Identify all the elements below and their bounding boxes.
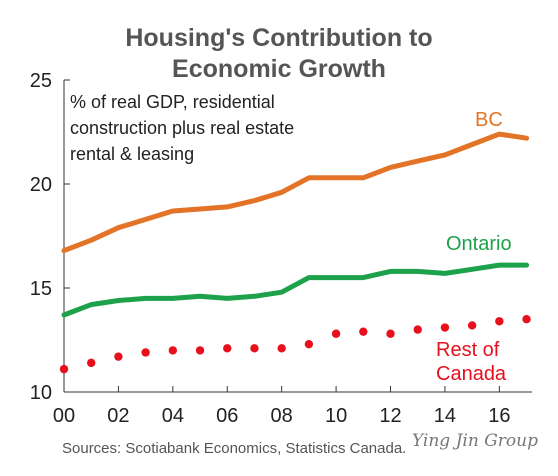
x-tick-label: 08	[271, 405, 293, 427]
series-label: BC	[475, 109, 503, 131]
data-point	[467, 321, 477, 330]
data-point	[495, 317, 504, 326]
x-tick-label: 04	[162, 405, 184, 427]
y-tick-label: 25	[30, 70, 52, 92]
x-tick-label: 06	[216, 405, 238, 427]
series-label: Ontario	[446, 233, 512, 255]
series-label: Rest of	[436, 339, 500, 361]
data-point	[195, 346, 205, 355]
data-point	[304, 339, 314, 349]
chart-subtitle-line-1: % of real GDP, residential	[70, 92, 275, 112]
chart-source-note: Sources: Scotiabank Economics, Statistic…	[62, 440, 407, 457]
y-tick-label: 15	[30, 278, 52, 300]
data-point	[413, 325, 422, 334]
x-tick-label: 00	[53, 405, 75, 427]
chart-title-line-2: Economic Growth	[172, 55, 386, 83]
y-tick-label: 10	[30, 382, 52, 404]
series-ontario: Ontario	[61, 233, 530, 318]
chart-subtitle-line-3: rental & leasing	[70, 144, 195, 164]
x-tick-label: 10	[325, 405, 347, 427]
data-point	[331, 329, 341, 338]
series-line	[61, 131, 530, 254]
data-point	[250, 344, 259, 353]
data-point	[114, 352, 123, 361]
data-point	[87, 358, 96, 368]
x-tick-label: 12	[379, 405, 401, 427]
data-point	[223, 344, 232, 353]
x-tick-label: 02	[107, 405, 129, 427]
data-point	[522, 315, 531, 324]
data-point	[168, 346, 178, 355]
series-bc: BC	[61, 109, 530, 254]
series-line	[61, 262, 530, 318]
x-tick-label: 16	[488, 405, 510, 427]
data-point	[440, 323, 450, 332]
data-point	[59, 364, 69, 374]
x-tick-label: 14	[434, 405, 456, 427]
chart-subtitle-line-2: construction plus real estate	[70, 118, 295, 138]
data-point	[359, 327, 368, 336]
data-point	[141, 348, 150, 357]
data-point	[277, 344, 286, 353]
data-point	[386, 329, 395, 338]
watermark: Ying Jin Group	[412, 431, 538, 451]
y-tick-label: 20	[30, 174, 52, 196]
series-label: Canada	[436, 363, 507, 385]
chart-title-line-1: Housing's Contribution to	[125, 24, 433, 52]
